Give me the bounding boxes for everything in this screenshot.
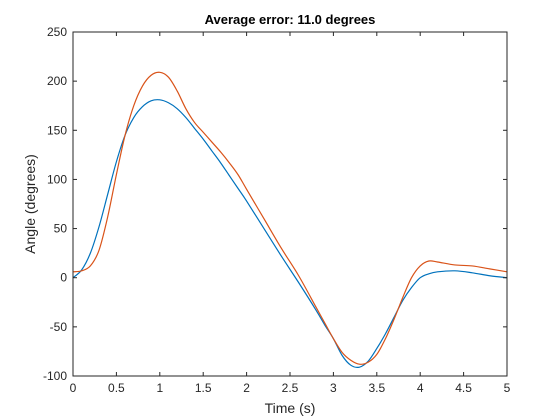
series-layer xyxy=(72,71,508,368)
y-tick-label: 50 xyxy=(54,222,68,236)
series-line-1 xyxy=(72,99,508,368)
x-axis-label: Time (s) xyxy=(265,400,316,416)
series-line-2 xyxy=(72,71,508,365)
y-axis-label: Angle (degrees) xyxy=(22,154,38,254)
x-tick-label: 4 xyxy=(417,381,424,395)
x-tick-label: 0.5 xyxy=(108,381,125,395)
x-tick-label: 5 xyxy=(504,381,511,395)
y-tick-label: -50 xyxy=(50,320,68,334)
x-tick-label: 0 xyxy=(70,381,77,395)
y-tick-label: 250 xyxy=(47,25,67,39)
y-tick-label: 150 xyxy=(47,123,67,137)
chart-title: Average error: 11.0 degrees xyxy=(205,12,376,27)
plot-frame xyxy=(72,31,508,377)
x-tick-label: 3.5 xyxy=(368,381,385,395)
y-tick-label: 100 xyxy=(47,172,67,186)
y-tick-label: 0 xyxy=(60,271,67,285)
x-tick-label: 1.5 xyxy=(195,381,212,395)
x-tick-label: 2.5 xyxy=(282,381,299,395)
y-tick-label: 200 xyxy=(47,74,67,88)
x-tick-label: 3 xyxy=(330,381,337,395)
plot-background xyxy=(73,32,507,376)
y-tick-label: -100 xyxy=(43,369,67,383)
x-tick-label: 4.5 xyxy=(455,381,472,395)
tick-layer: 0 0.5 1 1.5 2 2.5 3 3.5 4 4.5 5 -100 -50 0 50 100 150 200… xyxy=(43,25,511,395)
x-tick-label: 2 xyxy=(243,381,250,395)
x-tick-label: 1 xyxy=(156,381,163,395)
